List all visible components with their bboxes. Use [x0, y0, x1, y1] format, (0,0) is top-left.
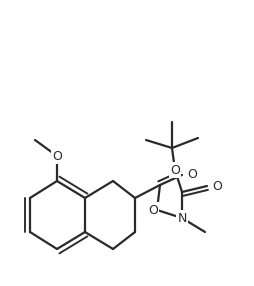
Text: O: O	[148, 204, 158, 217]
Text: N: N	[177, 212, 187, 225]
Text: O: O	[212, 180, 222, 192]
Text: O: O	[52, 150, 62, 162]
Text: O: O	[170, 164, 180, 176]
Text: O: O	[187, 168, 197, 182]
